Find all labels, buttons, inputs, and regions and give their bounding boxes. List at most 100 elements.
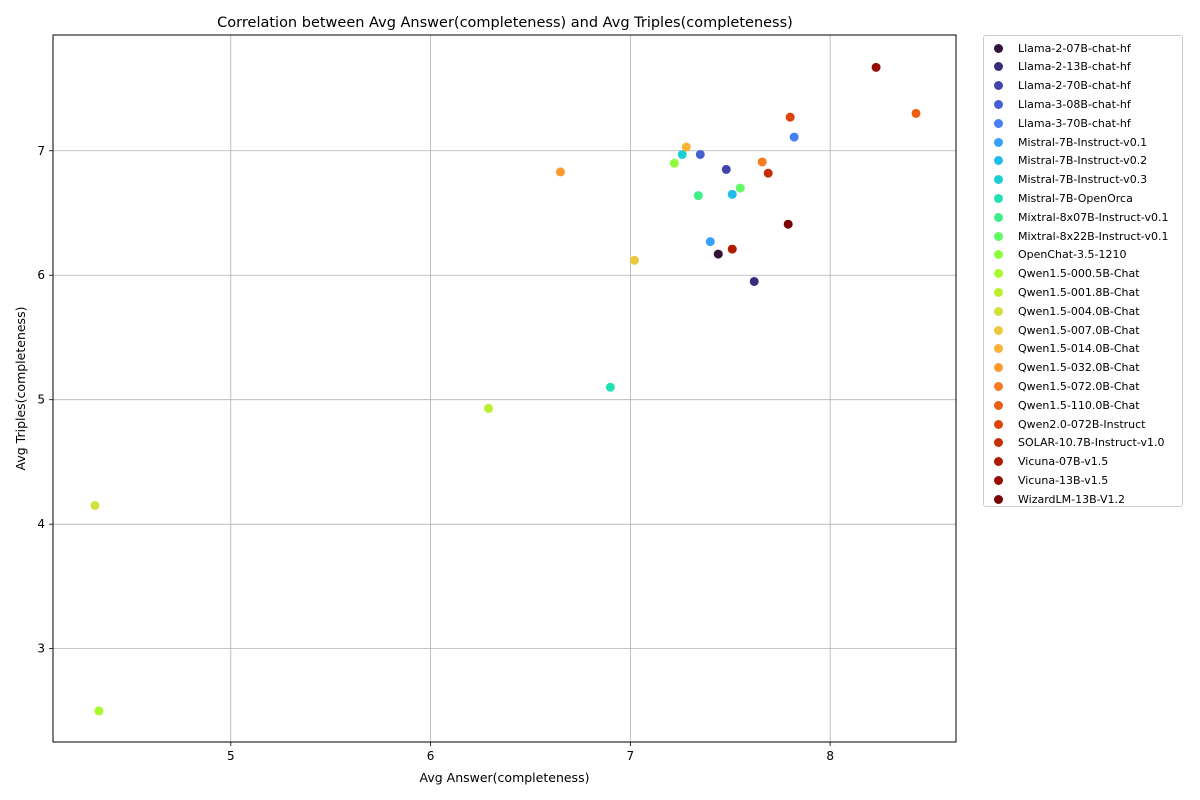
legend-item: Llama-3-08B-chat-hf — [984, 95, 1131, 113]
y-tick-label: 6 — [37, 268, 45, 282]
data-point — [721, 164, 731, 174]
legend-marker — [994, 81, 1003, 91]
legend-label: Qwen2.0-072B-Instruct — [1018, 417, 1146, 431]
data-point — [749, 276, 759, 286]
plot-frame — [52, 34, 957, 743]
legend-item: Mistral-7B-Instruct-v0.1 — [984, 133, 1147, 151]
data-point — [484, 403, 494, 413]
chart-title: Correlation between Avg Answer(completen… — [217, 15, 793, 31]
x-tick-label: 8 — [826, 749, 834, 763]
legend-marker — [994, 325, 1003, 335]
legend-marker — [994, 494, 1003, 504]
legend-label: Mistral-7B-OpenOrca — [1018, 191, 1133, 205]
legend-label: Llama-3-08B-chat-hf — [1018, 97, 1131, 111]
data-point — [727, 244, 737, 254]
legend-marker — [994, 344, 1003, 354]
legend-marker — [994, 287, 1003, 297]
legend-label: Qwen1.5-110.0B-Chat — [1018, 398, 1140, 412]
legend-item: Mistral-7B-Instruct-v0.3 — [984, 171, 1147, 189]
legend-item: SOLAR-10.7B-Instruct-v1.0 — [984, 434, 1165, 452]
data-point — [677, 149, 687, 159]
legend-label: Mixtral-8x07B-Instruct-v0.1 — [1018, 210, 1169, 224]
legend-item: Qwen1.5-014.0B-Chat — [984, 340, 1140, 358]
legend-marker — [994, 381, 1003, 391]
legend-marker — [994, 99, 1003, 109]
legend-marker — [994, 419, 1003, 429]
legend-marker — [994, 156, 1003, 166]
legend-item: Qwen1.5-000.5B-Chat — [984, 265, 1140, 283]
data-point — [735, 183, 745, 193]
data-point — [789, 132, 799, 142]
data-point — [605, 382, 615, 392]
legend-item: Qwen1.5-001.8B-Chat — [984, 283, 1140, 301]
data-point — [693, 191, 703, 201]
legend-marker — [994, 457, 1003, 467]
data-point — [681, 142, 691, 152]
legend-marker — [994, 193, 1003, 203]
legend-marker — [994, 118, 1003, 128]
legend-label: SOLAR-10.7B-Instruct-v1.0 — [1018, 436, 1165, 450]
legend-marker — [994, 475, 1003, 485]
data-point — [629, 255, 639, 265]
grid-lines — [53, 35, 956, 742]
legend-marker — [994, 137, 1003, 147]
legend-label: Vicuna-07B-v1.5 — [1018, 455, 1109, 469]
legend-label: Llama-2-07B-chat-hf — [1018, 41, 1131, 55]
legend-item: Mixtral-8x07B-Instruct-v0.1 — [984, 208, 1168, 226]
legend-marker — [994, 363, 1003, 373]
data-point — [90, 501, 100, 511]
data-points — [90, 62, 921, 716]
data-point — [705, 237, 715, 247]
data-point — [783, 219, 793, 229]
legend-marker — [994, 231, 1003, 241]
legend-label: Qwen1.5-001.8B-Chat — [1018, 285, 1140, 299]
legend: Llama-2-07B-chat-hf Llama-2-13B-chat-hf Ll… — [983, 35, 1183, 507]
y-tick-label: 3 — [37, 642, 45, 656]
legend-label: Llama-2-13B-chat-hf — [1018, 60, 1131, 74]
legend-item: Mixtral-8x22B-Instruct-v0.1 — [984, 227, 1168, 245]
legend-marker — [994, 438, 1003, 448]
legend-label: Mistral-7B-Instruct-v0.2 — [1018, 154, 1148, 168]
legend-item: Qwen1.5-004.0B-Chat — [984, 302, 1140, 320]
data-point — [94, 706, 104, 716]
x-axis-label: Avg Answer(completeness) — [420, 770, 590, 785]
legend-item: Vicuna-13B-v1.5 — [984, 471, 1108, 489]
legend-item: Qwen1.5-032.0B-Chat — [984, 359, 1140, 377]
legend-item: Llama-2-70B-chat-hf — [984, 77, 1131, 95]
y-tick-label: 4 — [37, 517, 45, 531]
legend-label: Qwen1.5-032.0B-Chat — [1018, 361, 1140, 375]
legend-item: OpenChat-3.5-1210 — [984, 246, 1127, 264]
legend-item: Vicuna-07B-v1.5 — [984, 453, 1108, 471]
legend-item: Llama-2-13B-chat-hf — [984, 58, 1131, 76]
legend-marker — [994, 175, 1003, 185]
legend-item: Qwen1.5-007.0B-Chat — [984, 321, 1140, 339]
legend-marker — [994, 212, 1003, 222]
legend-label: Qwen1.5-007.0B-Chat — [1018, 323, 1140, 337]
legend-item: WizardLM-13B-V1.2 — [984, 490, 1125, 508]
legend-marker — [994, 250, 1003, 260]
legend-marker — [994, 306, 1003, 316]
legend-item: Llama-3-70B-chat-hf — [984, 114, 1131, 132]
legend-item: Qwen2.0-072B-Instruct — [984, 415, 1145, 433]
legend-label: WizardLM-13B-V1.2 — [1018, 492, 1125, 506]
data-point — [555, 167, 565, 177]
data-point — [871, 62, 881, 72]
legend-label: Qwen1.5-000.5B-Chat — [1018, 267, 1140, 281]
legend-label: OpenChat-3.5-1210 — [1018, 248, 1127, 262]
legend-label: Qwen1.5-014.0B-Chat — [1018, 342, 1140, 356]
legend-label: Llama-3-70B-chat-hf — [1018, 116, 1131, 130]
legend-marker — [994, 269, 1003, 279]
legend-marker — [994, 62, 1003, 72]
axis-ticks: 5 6 7 8 3 4 5 6 7 — [37, 144, 834, 763]
data-point — [669, 158, 679, 168]
legend-label: Llama-2-70B-chat-hf — [1018, 79, 1131, 93]
legend-item: Llama-2-07B-chat-hf — [984, 39, 1131, 57]
data-point — [713, 249, 723, 259]
legend-label: Mistral-7B-Instruct-v0.3 — [1018, 173, 1148, 187]
legend-item: Qwen1.5-072.0B-Chat — [984, 377, 1140, 395]
x-tick-label: 7 — [627, 749, 635, 763]
data-point — [785, 112, 795, 122]
legend-label: Mixtral-8x22B-Instruct-v0.1 — [1018, 229, 1169, 243]
legend-marker — [994, 43, 1003, 53]
